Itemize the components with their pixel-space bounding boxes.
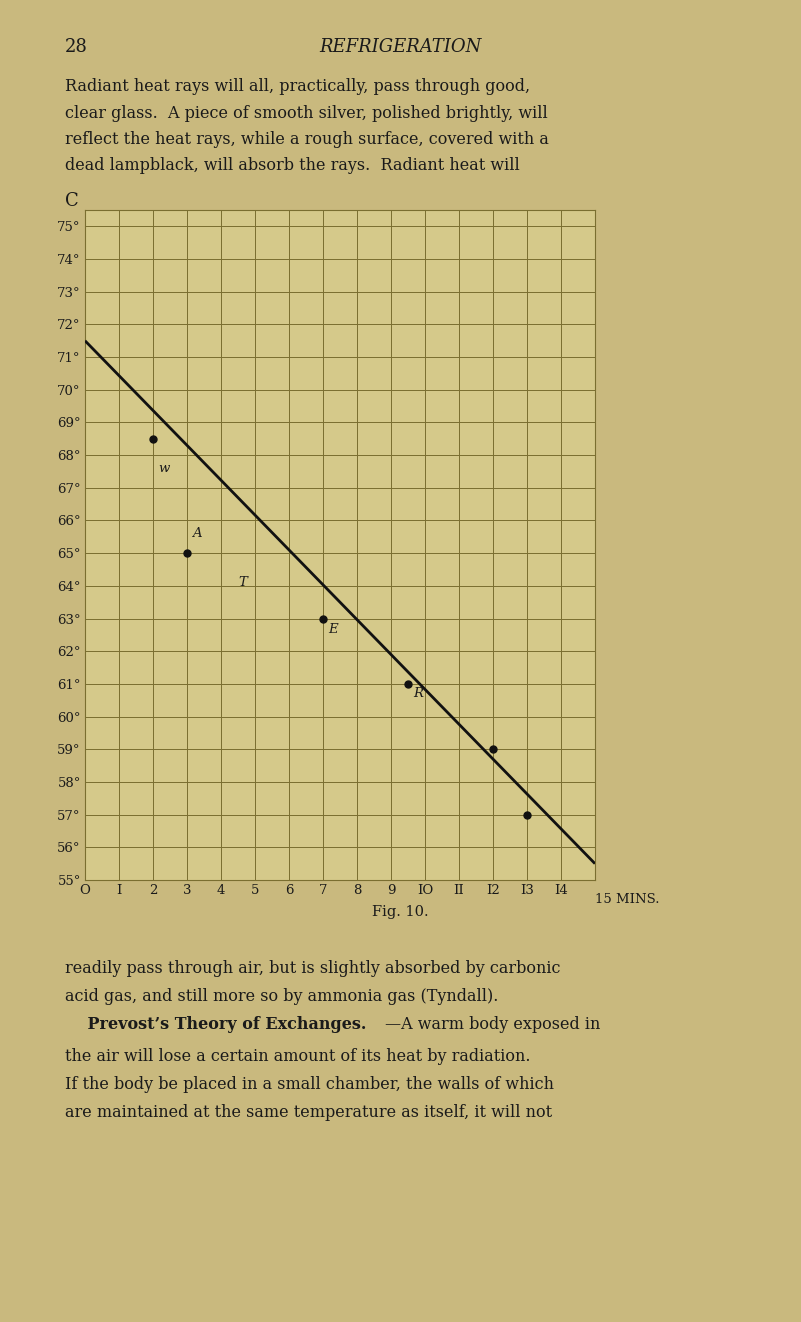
Text: 28: 28: [65, 38, 88, 56]
Text: clear glass.  A piece of smooth silver, polished brightly, will: clear glass. A piece of smooth silver, p…: [65, 104, 548, 122]
Text: —A warm body exposed in: —A warm body exposed in: [385, 1017, 601, 1032]
Text: Fig. 10.: Fig. 10.: [372, 906, 429, 919]
Text: T: T: [238, 576, 247, 590]
Text: the air will lose a certain amount of its heat by radiation.: the air will lose a certain amount of it…: [65, 1048, 530, 1066]
Text: E: E: [328, 624, 338, 636]
Text: If the body be placed in a small chamber, the walls of which: If the body be placed in a small chamber…: [65, 1076, 554, 1093]
Text: A: A: [192, 527, 202, 541]
Text: reflect the heat rays, while a rough surface, covered with a: reflect the heat rays, while a rough sur…: [65, 131, 549, 148]
Text: C: C: [65, 192, 78, 210]
Text: Radiant heat rays will all, practically, pass through good,: Radiant heat rays will all, practically,…: [65, 78, 530, 95]
Text: acid gas, and still more so by ammonia gas (Tyndall).: acid gas, and still more so by ammonia g…: [65, 988, 498, 1005]
Text: REFRIGERATION: REFRIGERATION: [320, 38, 481, 56]
Text: w: w: [158, 461, 170, 475]
Text: Prevost’s Theory of Exchanges.: Prevost’s Theory of Exchanges.: [65, 1017, 366, 1032]
Text: are maintained at the same temperature as itself, it will not: are maintained at the same temperature a…: [65, 1104, 552, 1121]
Text: readily pass through air, but is slightly absorbed by carbonic: readily pass through air, but is slightl…: [65, 960, 561, 977]
Text: 15 MINS.: 15 MINS.: [595, 892, 659, 906]
Text: R: R: [413, 687, 423, 701]
Text: dead lampblack, will absorb the rays.  Radiant heat will: dead lampblack, will absorb the rays. Ra…: [65, 157, 520, 175]
